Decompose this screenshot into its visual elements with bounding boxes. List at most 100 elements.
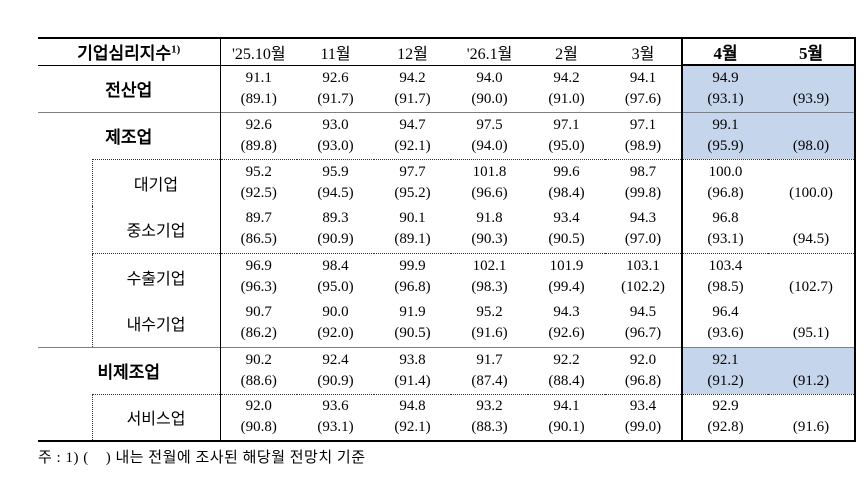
row-label: 중소기업 bbox=[91, 206, 221, 253]
value-cell: 95.9 (94.5) bbox=[297, 158, 375, 206]
value-cell: 97.1 (95.0) bbox=[528, 111, 606, 159]
month-header-may: 5월 bbox=[768, 37, 857, 66]
index-value: 91.8 bbox=[476, 210, 503, 227]
row-large-enterprises: 대기업 95.2 (92.5) 95.9 (94.5) 97.7 (95.2) 101.8 (9… bbox=[38, 158, 857, 206]
value-cell: 94.2 (91.7) bbox=[374, 65, 451, 112]
forecast-value: (98.3) bbox=[471, 278, 508, 295]
index-value: 90.2 bbox=[245, 351, 272, 368]
row-non-manufacturing: 비제조업 90.2 (88.6) 92.4 (90.9) 93.8 (91.4) 91.7 (8… bbox=[38, 346, 857, 394]
forecast-value: (88.6) bbox=[240, 372, 277, 389]
index-value: 100.0 bbox=[708, 163, 743, 180]
forecast-value: (91.0) bbox=[548, 90, 585, 107]
index-value bbox=[768, 68, 854, 89]
value-cell: 94.1 (90.1) bbox=[528, 393, 606, 442]
month-header-nov: 11월 bbox=[297, 37, 375, 66]
index-value: 93.8 bbox=[399, 351, 426, 368]
index-value: 94.8 bbox=[399, 398, 426, 415]
forecast-value: (86.5) bbox=[240, 231, 277, 248]
forecast-value: (91.6) bbox=[471, 325, 508, 342]
forecast-value: (96.8) bbox=[624, 372, 662, 389]
value-cell: (95.1) bbox=[768, 300, 857, 347]
value-cell: (91.6) bbox=[768, 393, 857, 442]
value-cell: (100.0) bbox=[768, 158, 857, 206]
row-indent bbox=[38, 206, 92, 253]
index-value: 99.1 bbox=[712, 116, 739, 133]
index-value: 90.1 bbox=[399, 210, 426, 227]
month-header-apr: 4월 bbox=[681, 37, 769, 66]
index-value: 98.7 bbox=[629, 163, 657, 180]
forecast-value: (91.6) bbox=[792, 419, 830, 436]
forecast-value: (93.0) bbox=[317, 137, 354, 154]
index-value: 99.9 bbox=[399, 257, 426, 274]
forecast-value: (92.5) bbox=[240, 184, 277, 201]
value-cell: 95.2 (91.6) bbox=[451, 300, 528, 347]
row-services: 서비스업 92.0 (90.8) 93.6 (93.1) 94.8 (92.1) 93.2 (8… bbox=[38, 393, 857, 442]
value-cell: 92.6 (91.7) bbox=[297, 65, 374, 112]
value-cell: 96.8 (93.1) bbox=[681, 206, 769, 253]
index-value: 92.2 bbox=[553, 351, 580, 368]
value-cell: 98.7 (99.8) bbox=[605, 158, 683, 206]
row-all-industries: 전산업 91.1 (89.1) 92.6 (91.7) 94.2 (91.7) 94.0 (90… bbox=[38, 65, 857, 112]
index-value bbox=[768, 350, 854, 371]
index-value: 103.1 bbox=[626, 257, 660, 274]
forecast-value: (92.8) bbox=[707, 419, 744, 436]
forecast-value: (91.4) bbox=[394, 372, 431, 389]
row-label: 전산업 bbox=[105, 81, 153, 100]
index-value: 96.4 bbox=[712, 304, 739, 321]
value-cell: 99.9 (96.8) bbox=[374, 252, 452, 300]
forecast-value: (88.3) bbox=[471, 419, 508, 436]
row-export-firms: 수출기업 96.9 (96.3) 98.4 (95.0) 99.9 (96.8) 102.1 (… bbox=[38, 252, 857, 300]
forecast-value: (100.0) bbox=[789, 184, 833, 201]
header-row: 기업심리지수1) '25.10월 11월 12월 '26.1월 2월 3월 4월… bbox=[38, 37, 857, 66]
value-cell: 92.2 (88.4) bbox=[528, 346, 606, 394]
index-value: 95.2 bbox=[245, 163, 272, 180]
index-value: 94.9 bbox=[712, 69, 739, 86]
value-cell: 94.3 (97.0) bbox=[605, 206, 682, 253]
forecast-value: (92.0) bbox=[317, 325, 354, 342]
index-value bbox=[768, 396, 854, 417]
index-value: 103.4 bbox=[708, 257, 743, 274]
forecast-value: (99.0) bbox=[624, 419, 662, 436]
forecast-value: (92.6) bbox=[548, 325, 585, 342]
forecast-value: (96.3) bbox=[240, 278, 277, 295]
row-smes: 중소기업 89.7 (86.5) 89.3 (90.9) 90.1 (89.1) 91.8 (9… bbox=[38, 206, 857, 253]
value-cell: 96.9 (96.3) bbox=[219, 252, 298, 300]
index-value: 96.9 bbox=[245, 257, 272, 274]
value-cell: 100.0 (96.8) bbox=[681, 158, 769, 206]
value-cell: 98.4 (95.0) bbox=[297, 252, 375, 300]
forecast-value: (95.2) bbox=[394, 184, 431, 201]
value-cell: 90.1 (89.1) bbox=[374, 206, 451, 253]
row-indent bbox=[38, 159, 92, 206]
value-cell: 102.1 (98.3) bbox=[451, 252, 529, 300]
forecast-value: (98.9) bbox=[624, 137, 662, 154]
value-cell: (98.0) bbox=[768, 111, 857, 159]
row-domestic-firms: 내수기업 90.7 (86.2) 90.0 (92.0) 91.9 (90.5) 95.2 (9… bbox=[38, 300, 857, 347]
row-label: 비제조업 bbox=[38, 346, 221, 394]
forecast-value: (91.2) bbox=[707, 372, 744, 389]
index-value: 92.1 bbox=[712, 351, 739, 368]
row-manufacturing: 제조업 92.6 (89.8) 93.0 (93.0) 94.7 (92.1) 97.5 (94… bbox=[38, 111, 857, 159]
forecast-value: (92.1) bbox=[394, 137, 431, 154]
index-value: 92.9 bbox=[712, 398, 739, 415]
month-header-dec: 12월 bbox=[374, 37, 452, 66]
month-header-jan26: '26.1월 bbox=[451, 37, 529, 66]
index-value: 93.0 bbox=[322, 116, 349, 133]
forecast-value: (91.7) bbox=[394, 90, 431, 107]
row-label: 제조업 bbox=[38, 111, 221, 159]
value-cell: 92.4 (90.9) bbox=[297, 346, 375, 394]
forecast-value: (98.0) bbox=[792, 137, 830, 154]
index-value: 94.5 bbox=[629, 304, 657, 321]
forecast-value: (90.9) bbox=[317, 372, 354, 389]
forecast-value: (95.0) bbox=[548, 137, 585, 154]
forecast-value: (99.4) bbox=[548, 278, 585, 295]
forecast-value: (98.5) bbox=[707, 278, 744, 295]
value-cell: 96.4 (93.6) bbox=[681, 300, 769, 347]
table-title: 기업심리지수1) bbox=[38, 37, 221, 66]
forecast-value: (90.1) bbox=[548, 419, 585, 436]
forecast-value: (95.9) bbox=[707, 137, 744, 154]
forecast-value: (90.8) bbox=[240, 419, 277, 436]
forecast-value: (97.6) bbox=[624, 90, 662, 107]
index-value: 94.3 bbox=[553, 304, 580, 321]
value-cell: 94.0 (90.0) bbox=[451, 65, 528, 112]
index-value: 93.2 bbox=[476, 398, 503, 415]
